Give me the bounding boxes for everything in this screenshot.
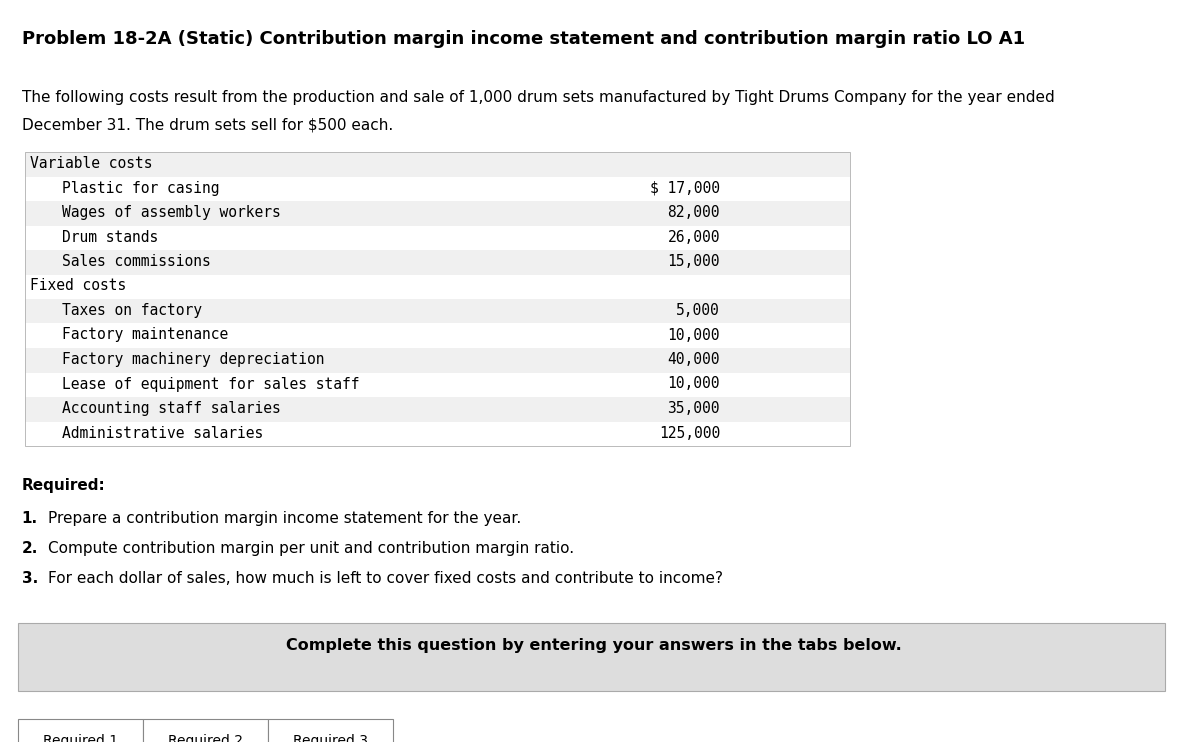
Text: Lease of equipment for sales staff: Lease of equipment for sales staff (62, 376, 360, 392)
Text: For each dollar of sales, how much is left to cover fixed costs and contribute t: For each dollar of sales, how much is le… (48, 571, 722, 586)
Text: 10,000: 10,000 (667, 327, 720, 343)
Text: Drum stands: Drum stands (62, 229, 158, 245)
Text: Required:: Required: (22, 478, 106, 493)
Text: 26,000: 26,000 (667, 229, 720, 245)
Text: 1.: 1. (22, 511, 37, 526)
Text: The following costs result from the production and sale of 1,000 drum sets manuf: The following costs result from the prod… (22, 90, 1055, 105)
Text: Prepare a contribution margin income statement for the year.: Prepare a contribution margin income sta… (48, 511, 521, 526)
Text: Problem 18-2A (Static) Contribution margin income statement and contribution mar: Problem 18-2A (Static) Contribution marg… (22, 30, 1025, 48)
Text: 82,000: 82,000 (667, 205, 720, 220)
Text: Compute contribution margin per unit and contribution margin ratio.: Compute contribution margin per unit and… (48, 541, 574, 556)
Text: Wages of assembly workers: Wages of assembly workers (62, 205, 281, 220)
Text: 10,000: 10,000 (667, 376, 720, 392)
Text: Required 2: Required 2 (168, 735, 242, 742)
Text: Variable costs: Variable costs (30, 156, 152, 171)
Text: Required 1: Required 1 (43, 735, 118, 742)
Text: 3.: 3. (22, 571, 38, 586)
Text: 125,000: 125,000 (659, 425, 720, 441)
Text: Required 3: Required 3 (293, 735, 368, 742)
Text: 40,000: 40,000 (667, 352, 720, 367)
Text: Fixed costs: Fixed costs (30, 278, 126, 294)
Text: 15,000: 15,000 (667, 254, 720, 269)
Text: Administrative salaries: Administrative salaries (62, 425, 263, 441)
Text: 5,000: 5,000 (677, 303, 720, 318)
Text: Factory maintenance: Factory maintenance (62, 327, 228, 343)
Text: Taxes on factory: Taxes on factory (62, 303, 202, 318)
Text: $ 17,000: $ 17,000 (650, 180, 720, 195)
Text: December 31. The drum sets sell for $500 each.: December 31. The drum sets sell for $500… (22, 117, 392, 132)
Text: Sales commissions: Sales commissions (62, 254, 211, 269)
Text: Accounting staff salaries: Accounting staff salaries (62, 401, 281, 416)
Text: 2.: 2. (22, 541, 38, 556)
Text: Plastic for casing: Plastic for casing (62, 180, 220, 195)
Text: 35,000: 35,000 (667, 401, 720, 416)
Text: Factory machinery depreciation: Factory machinery depreciation (62, 352, 324, 367)
Text: Complete this question by entering your answers in the tabs below.: Complete this question by entering your … (286, 638, 901, 653)
